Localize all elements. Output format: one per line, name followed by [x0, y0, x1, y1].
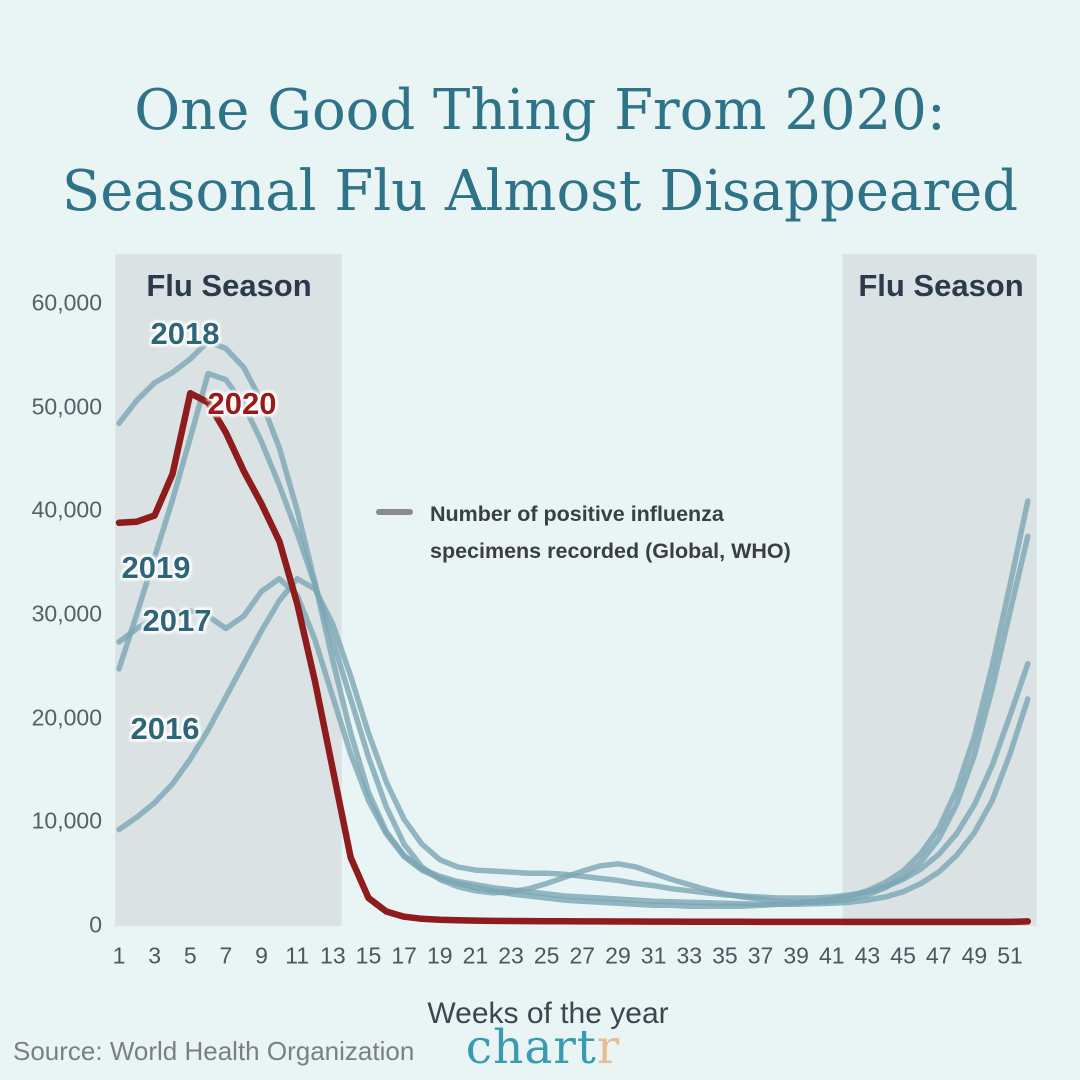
- x-tick-week-27: 27: [569, 942, 596, 969]
- x-tick-week-3: 3: [148, 942, 162, 969]
- series-label-2017: 2017: [142, 603, 212, 638]
- x-tick-week-33: 33: [676, 942, 703, 969]
- legend-text-line2: specimens recorded (Global, WHO): [430, 539, 791, 563]
- y-tick-0: 0: [89, 911, 102, 938]
- x-tick-week-25: 25: [533, 942, 560, 969]
- x-tick-week-17: 17: [391, 942, 417, 969]
- series-label-2020: 2020: [207, 386, 277, 421]
- x-tick-week-29: 29: [605, 942, 631, 969]
- page-title-line2: Seasonal Flu Almost Disappeared: [61, 158, 1019, 224]
- x-tick-week-5: 5: [183, 942, 197, 969]
- x-tick-week-21: 21: [462, 942, 489, 969]
- y-tick-10000: 10,000: [31, 807, 102, 834]
- x-tick-week-19: 19: [426, 942, 453, 969]
- flu-season-band-right: [842, 254, 1037, 926]
- x-tick-week-35: 35: [712, 942, 738, 969]
- x-tick-week-47: 47: [925, 942, 952, 969]
- series-label-2016: 2016: [130, 711, 200, 746]
- source-credit: Source: World Health Organization: [13, 1036, 415, 1066]
- y-tick-60000: 60,000: [31, 289, 102, 316]
- x-tick-week-1: 1: [112, 942, 126, 969]
- x-tick-week-9: 9: [255, 942, 268, 969]
- x-tick-week-51: 51: [997, 942, 1023, 969]
- x-axis-title: Weeks of the year: [427, 997, 669, 1030]
- y-tick-30000: 30,000: [31, 600, 102, 627]
- flu-season-label-left: Flu Season: [146, 268, 312, 303]
- series-line-2018: [116, 338, 1031, 908]
- x-tick-week-39: 39: [783, 942, 809, 969]
- legend: Number of positive influenza specimens re…: [376, 496, 791, 570]
- page-title-line1: One Good Thing From 2020:: [134, 77, 946, 143]
- x-tick-week-45: 45: [890, 942, 916, 969]
- x-tick-week-15: 15: [355, 942, 382, 969]
- flu-chart: Flu Season Flu Season 60,000 50,000 40,000…: [0, 240, 1080, 1030]
- x-tick-week-11: 11: [285, 942, 310, 969]
- chartr-logo: chartr: [466, 1020, 620, 1075]
- series-label-2018: 2018: [150, 316, 220, 351]
- legend-text-line1: Number of positive influenza: [430, 502, 724, 526]
- y-tick-50000: 50,000: [31, 393, 102, 420]
- chartr-logo-main: chart: [465, 1020, 597, 1075]
- series-label-2019: 2019: [121, 550, 191, 585]
- x-tick-week-49: 49: [961, 942, 988, 969]
- x-tick-week-23: 23: [498, 942, 524, 969]
- flu-season-label-right: Flu Season: [858, 268, 1024, 303]
- x-tick-week-43: 43: [854, 942, 881, 969]
- chartr-logo-accent: r: [596, 1020, 621, 1075]
- x-tick-week-37: 37: [747, 942, 774, 969]
- legend-line-swatch: [376, 509, 413, 515]
- x-tick-week-13: 13: [320, 942, 346, 969]
- legend-text: Number of positive influenza specimens re…: [430, 496, 791, 570]
- series-line-2019: [116, 370, 1031, 905]
- x-tick-week-31: 31: [640, 942, 667, 969]
- y-tick-40000: 40,000: [31, 496, 102, 523]
- x-tick-week-41: 41: [819, 942, 845, 969]
- x-tick-week-7: 7: [219, 942, 233, 969]
- y-tick-20000: 20,000: [31, 704, 102, 731]
- page-title: One Good Thing From 2020: Seasonal Flu Al…: [0, 70, 1080, 232]
- series-line-2020: [115, 389, 1032, 926]
- series-line-2017: [116, 498, 1031, 910]
- flu-season-band-left: [115, 254, 342, 926]
